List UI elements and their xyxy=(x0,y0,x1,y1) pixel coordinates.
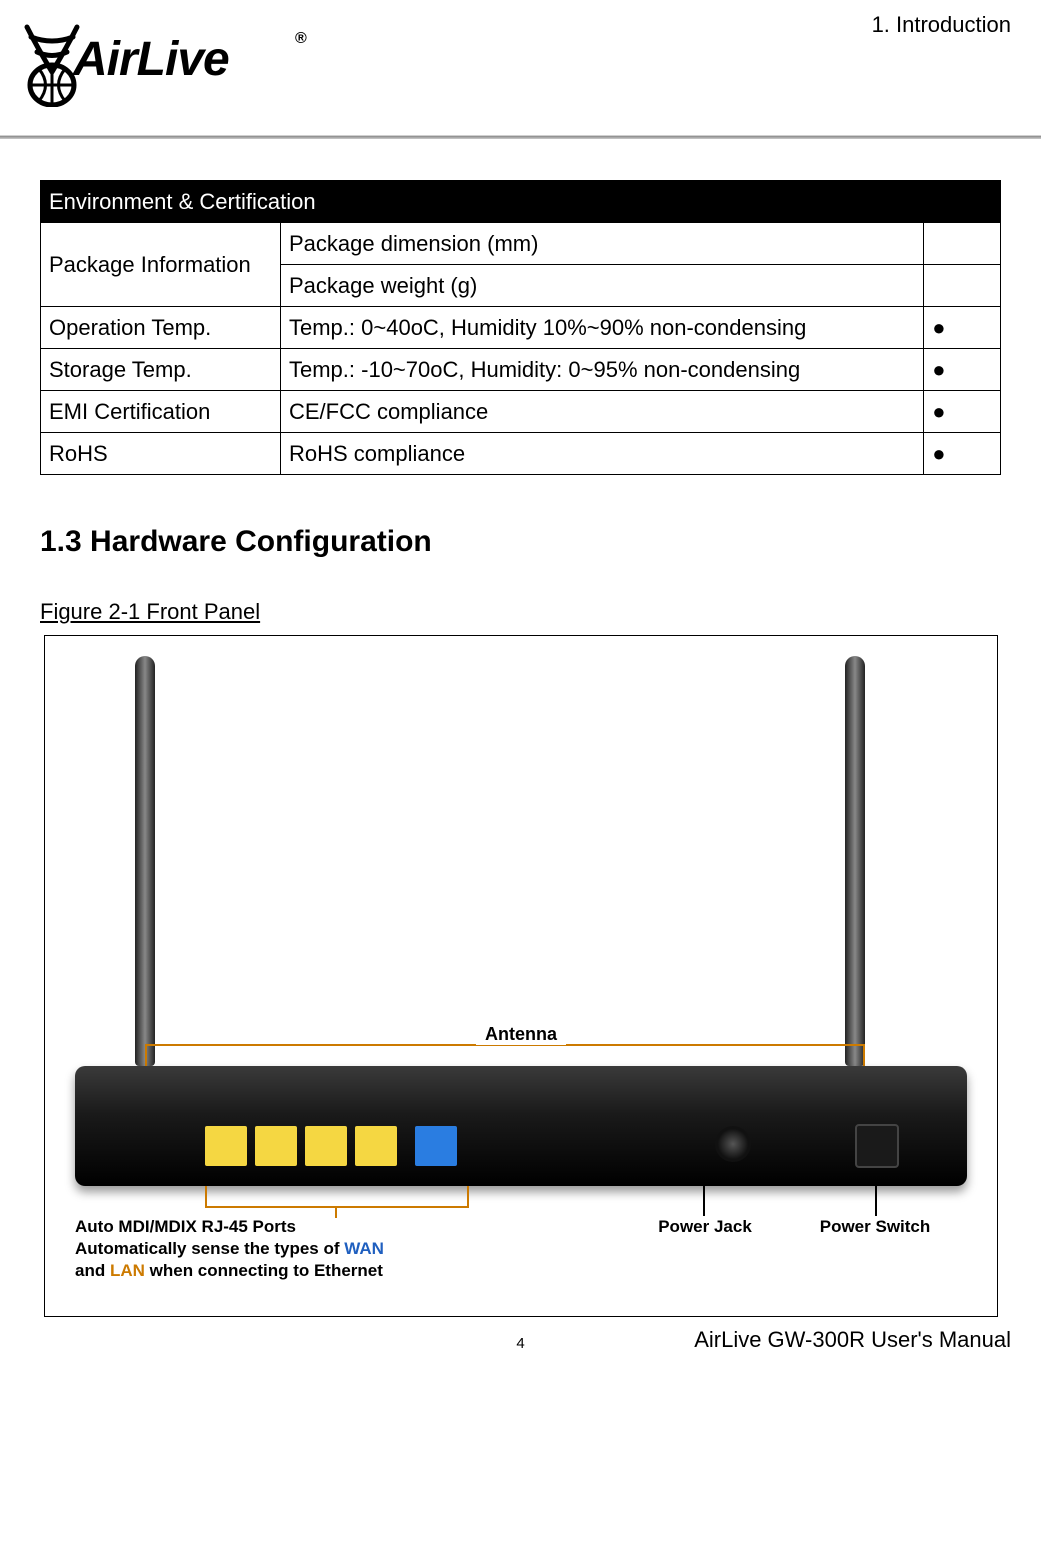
wan-text: WAN xyxy=(344,1239,384,1258)
ports-bracket xyxy=(205,1186,469,1208)
page: 1. Introduction AirLive ® Environment & … xyxy=(0,0,1041,1387)
cell-label: Storage Temp. xyxy=(41,349,281,391)
router-body xyxy=(75,1066,967,1186)
lan-port-icon xyxy=(255,1126,297,1166)
brand-logo: AirLive ® xyxy=(15,12,315,107)
cell-desc: Package dimension (mm) xyxy=(281,223,924,265)
page-footer: 4 AirLive GW-300R User's Manual xyxy=(0,1327,1041,1387)
figure-caption: Figure 2-1 Front Panel xyxy=(40,599,1001,625)
cell-desc: RoHS compliance xyxy=(281,433,924,475)
power-switch-leader xyxy=(875,1186,877,1216)
cell-mark: ● xyxy=(924,433,1001,475)
table-row: Operation Temp. Temp.: 0~40oC, Humidity … xyxy=(41,307,1001,349)
page-header: 1. Introduction AirLive ® xyxy=(0,0,1041,136)
lan-port-icon xyxy=(305,1126,347,1166)
power-switch-label: Power Switch xyxy=(795,1216,955,1238)
table-row: Storage Temp. Temp.: -10~70oC, Humidity:… xyxy=(41,349,1001,391)
section-title: 1.3 Hardware Configuration xyxy=(40,525,1001,559)
table-row: EMI Certification CE/FCC compliance ● xyxy=(41,391,1001,433)
antenna-left-icon xyxy=(135,656,155,1066)
power-jack-label: Power Jack xyxy=(635,1216,775,1238)
cell-mark: ● xyxy=(924,391,1001,433)
cell-mark xyxy=(924,265,1001,307)
ports-callout-line2-pre: Automatically sense the types of xyxy=(75,1239,344,1258)
lan-port-icon xyxy=(205,1126,247,1166)
antenna-bracket xyxy=(145,1044,865,1068)
cell-desc: Temp.: -10~70oC, Humidity: 0~95% non-con… xyxy=(281,349,924,391)
page-content: Environment & Certification Package Info… xyxy=(0,140,1041,1317)
cell-mark: ● xyxy=(924,307,1001,349)
wan-port-icon xyxy=(415,1126,457,1166)
cell-desc: CE/FCC compliance xyxy=(281,391,924,433)
front-panel-figure: Antenna Auto MDI/MDIX RJ-45 Ports Automa… xyxy=(44,635,998,1317)
cell-mark: ● xyxy=(924,349,1001,391)
cell-desc: Temp.: 0~40oC, Humidity 10%~90% non-cond… xyxy=(281,307,924,349)
power-jack-icon xyxy=(715,1126,751,1162)
ports-callout: Auto MDI/MDIX RJ-45 Ports Automatically … xyxy=(75,1216,475,1282)
registered-mark: ® xyxy=(295,30,307,48)
lan-text: LAN xyxy=(110,1261,145,1280)
cell-mark xyxy=(924,223,1001,265)
cell-label: RoHS xyxy=(41,433,281,475)
ports-callout-line3-pre: and xyxy=(75,1261,110,1280)
power-jack-leader xyxy=(703,1186,705,1216)
ports-callout-line1: Auto MDI/MDIX RJ-45 Ports xyxy=(75,1217,296,1236)
environment-certification-table: Environment & Certification Package Info… xyxy=(40,180,1001,475)
power-switch-icon xyxy=(855,1124,899,1168)
cell-label: Operation Temp. xyxy=(41,307,281,349)
lan-port-icon xyxy=(355,1126,397,1166)
table-row: RoHS RoHS compliance ● xyxy=(41,433,1001,475)
ports-callout-line3-post: when connecting to Ethernet xyxy=(145,1261,383,1280)
table-header-title: Environment & Certification xyxy=(41,181,924,223)
cell-label: EMI Certification xyxy=(41,391,281,433)
cell-desc: Package weight (g) xyxy=(281,265,924,307)
footer-manual-title: AirLive GW-300R User's Manual xyxy=(694,1327,1011,1353)
antenna-label: Antenna xyxy=(476,1024,566,1045)
table-header-mark xyxy=(924,181,1001,223)
table-header-row: Environment & Certification xyxy=(41,181,1001,223)
table-row: Package Information Package dimension (m… xyxy=(41,223,1001,265)
brand-name: AirLive xyxy=(73,32,229,87)
cell-label: Package Information xyxy=(41,223,281,307)
antenna-right-icon xyxy=(845,656,865,1066)
chapter-label: 1. Introduction xyxy=(872,12,1011,38)
